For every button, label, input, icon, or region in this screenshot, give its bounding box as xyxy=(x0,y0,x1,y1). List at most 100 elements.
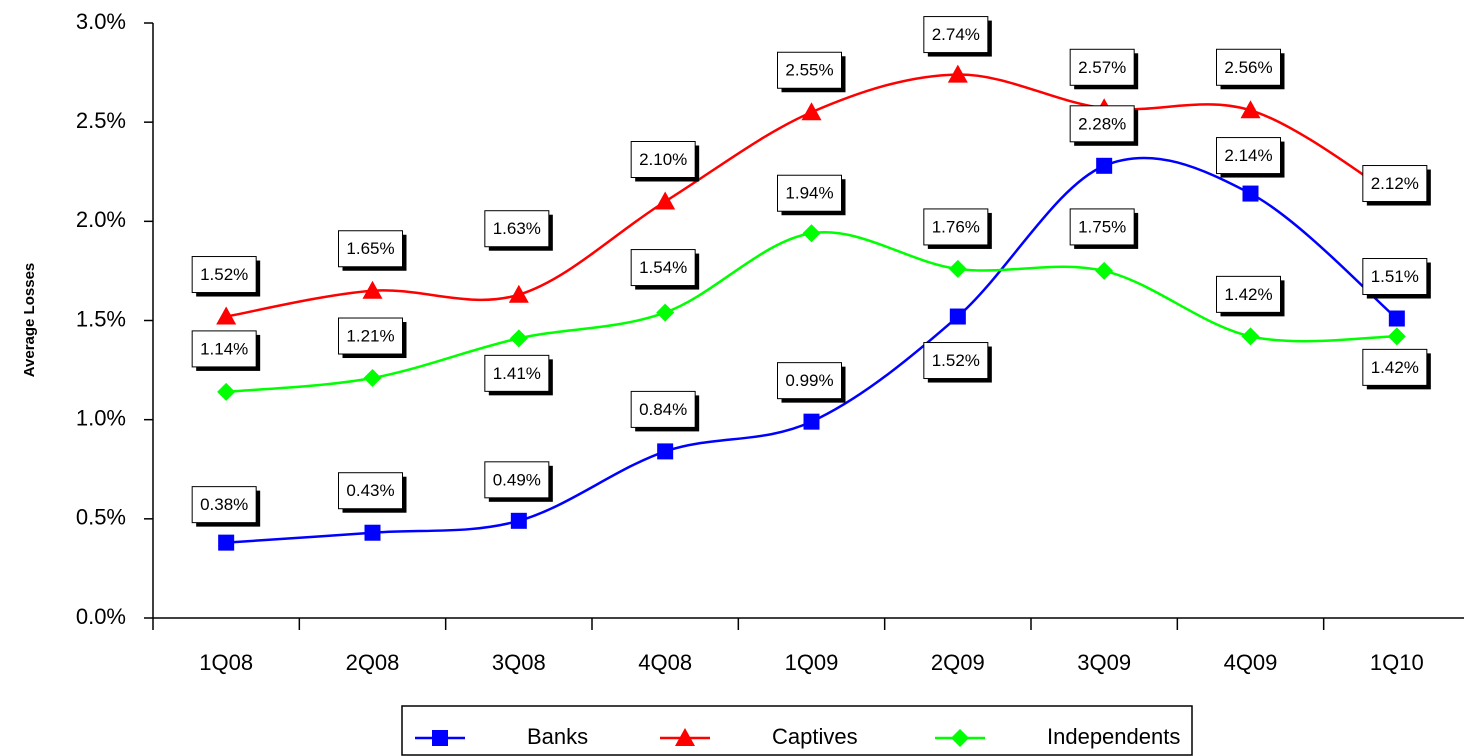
marker xyxy=(657,443,674,460)
value-label-box: 0.99% xyxy=(777,362,846,403)
value-label-box: 0.84% xyxy=(630,390,700,432)
label-box xyxy=(338,230,403,268)
value-label-box: 1.41% xyxy=(484,354,553,396)
value-label: 1.65% xyxy=(346,239,394,258)
marker xyxy=(1095,261,1114,280)
x-tick-label: 4Q08 xyxy=(638,650,692,675)
label-box xyxy=(923,16,989,54)
legend-label: Independents xyxy=(1047,724,1180,749)
x-tick-label: 3Q08 xyxy=(492,650,546,675)
label-box xyxy=(1069,105,1135,143)
legend-label: Banks xyxy=(527,724,588,749)
x-tick-label: 1Q09 xyxy=(785,650,839,675)
y-tick-label: 2.5% xyxy=(76,108,126,133)
y-tick-label: 3.0% xyxy=(76,9,126,34)
label-box xyxy=(191,330,257,368)
value-label-box: 0.43% xyxy=(338,472,407,513)
value-label-box: 1.65% xyxy=(338,230,407,271)
x-tick-label: 4Q09 xyxy=(1224,650,1278,675)
label-box xyxy=(777,51,842,89)
label-box xyxy=(630,141,696,178)
y-tick-label: 2.0% xyxy=(76,207,126,232)
value-label-box: 2.10% xyxy=(630,141,700,182)
label-box xyxy=(1069,48,1135,86)
marker xyxy=(801,102,822,121)
value-label-box: 1.51% xyxy=(1362,258,1431,299)
value-label-box: 1.75% xyxy=(1069,208,1139,249)
value-label: 1.76% xyxy=(932,217,980,236)
label-box xyxy=(1216,137,1281,175)
legend-label: Captives xyxy=(772,724,858,749)
label-box xyxy=(338,317,403,355)
value-label: 1.42% xyxy=(1371,358,1419,377)
value-label: 1.42% xyxy=(1224,285,1272,304)
value-label: 0.38% xyxy=(200,495,248,514)
label-box xyxy=(1216,48,1281,86)
label-box xyxy=(1362,165,1428,203)
label-box xyxy=(484,210,550,248)
marker xyxy=(1240,100,1261,119)
y-tick-label: 1.5% xyxy=(76,306,126,331)
value-label: 1.52% xyxy=(200,265,248,284)
x-tick-label: 1Q08 xyxy=(199,650,253,675)
marker xyxy=(948,259,967,278)
marker xyxy=(1241,327,1260,346)
y-tick-label: 0.5% xyxy=(76,505,126,530)
y-tick-label: 1.0% xyxy=(76,405,126,430)
value-label: 2.12% xyxy=(1371,174,1419,193)
label-box xyxy=(630,390,696,428)
label-box xyxy=(1069,208,1135,246)
value-label: 1.41% xyxy=(493,364,541,383)
value-label: 2.28% xyxy=(1078,114,1126,133)
label-box xyxy=(338,472,403,510)
value-label: 1.21% xyxy=(346,327,394,346)
marker xyxy=(217,382,236,401)
value-label-box: 1.54% xyxy=(630,249,700,290)
legend-box xyxy=(401,705,1193,756)
value-label: 1.52% xyxy=(932,351,980,370)
marker xyxy=(951,729,969,747)
label-box xyxy=(630,249,696,287)
value-label: 1.14% xyxy=(200,339,248,358)
value-label-box: 1.42% xyxy=(1362,348,1431,390)
value-label-box: 2.74% xyxy=(923,16,992,57)
y-axis-title: Average Losses xyxy=(21,263,38,378)
marker xyxy=(509,329,528,348)
label-box xyxy=(1362,258,1428,296)
value-label-box: 1.94% xyxy=(777,174,846,216)
value-label-box: 1.21% xyxy=(338,317,407,359)
label-box xyxy=(191,486,257,524)
label-box xyxy=(923,208,989,246)
value-label: 1.54% xyxy=(639,258,687,277)
value-label: 1.63% xyxy=(493,219,541,238)
x-tick-label: 1Q10 xyxy=(1370,650,1424,675)
marker xyxy=(675,728,695,746)
marker xyxy=(802,224,821,243)
value-label-box: 1.42% xyxy=(1216,275,1285,317)
marker xyxy=(362,280,383,299)
label-box xyxy=(777,362,842,400)
label-box xyxy=(1362,348,1428,386)
value-label-box: 1.52% xyxy=(191,256,261,297)
label-box xyxy=(923,342,989,380)
marker xyxy=(216,306,237,325)
marker xyxy=(432,730,448,746)
value-label: 1.94% xyxy=(785,184,833,203)
value-label: 2.10% xyxy=(639,150,687,169)
label-box xyxy=(484,461,550,499)
value-label: 1.51% xyxy=(1371,267,1419,286)
value-label-box: 2.12% xyxy=(1362,165,1431,206)
value-label-box: 0.49% xyxy=(484,461,553,502)
marker xyxy=(218,534,235,551)
value-label: 0.99% xyxy=(785,371,833,390)
label-box xyxy=(484,354,550,392)
value-label-box: 2.28% xyxy=(1069,105,1139,146)
value-label-box: 1.76% xyxy=(923,208,992,249)
marker xyxy=(1096,157,1113,174)
marker xyxy=(947,64,968,83)
value-label-box: 1.63% xyxy=(484,210,553,251)
marker xyxy=(510,512,527,529)
value-label: 0.49% xyxy=(493,470,541,489)
marker xyxy=(949,308,966,325)
